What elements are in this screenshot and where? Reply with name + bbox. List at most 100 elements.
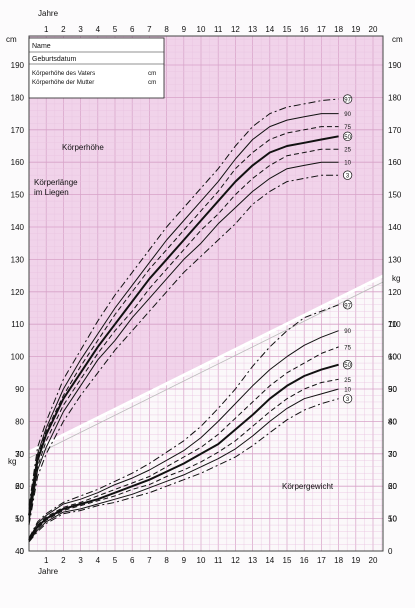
height-tick-label-left: 170 <box>11 126 25 135</box>
height-tick-label-left: 190 <box>11 61 25 70</box>
weight-region-label: Körpergewicht <box>282 482 334 491</box>
x-tick-label-bottom: 1 <box>44 556 49 565</box>
info-father-label: Körperhöhe des Vaters <box>32 70 95 77</box>
height-p50-badge <box>342 131 353 141</box>
weight-p50-line <box>28 363 339 541</box>
x-tick-label-bottom: 2 <box>61 556 66 565</box>
x-tick-label-top: 8 <box>164 25 169 34</box>
info-mother-label: Körperhöhe der Mutter <box>32 79 94 86</box>
weight-p90-label: 90 <box>344 329 351 335</box>
weight-p97-line <box>28 304 339 539</box>
weight-p50-label: 50 <box>344 363 351 369</box>
x-tick-label-bottom: 7 <box>147 556 152 565</box>
info-name-label: Name <box>32 43 51 50</box>
x-tick-label-bottom: 20 <box>369 556 378 565</box>
height-p97-badge <box>342 94 353 104</box>
plot-frame <box>28 35 384 552</box>
x-tick-label-top: 10 <box>197 25 206 34</box>
x-tick-label-top: 5 <box>113 25 118 34</box>
height-tick-label-left: 90 <box>15 385 24 394</box>
weight-p25-line <box>28 378 339 541</box>
x-tick-label-bottom: 6 <box>130 556 135 565</box>
height-tick-label-right: 70 <box>388 450 397 459</box>
height-p97-line <box>28 98 339 506</box>
x-tick-label-bottom: 14 <box>265 556 274 565</box>
height-tick-label-right: 160 <box>388 158 402 167</box>
height-tick-label-right: 130 <box>388 255 402 264</box>
x-tick-label-top: 14 <box>265 25 274 34</box>
height-tick-label-right: 80 <box>388 417 397 426</box>
weight-tick-label-right: 10 <box>388 515 397 524</box>
x-tick-label-bottom: 11 <box>214 556 223 565</box>
weight-p10-label: 10 <box>344 388 351 394</box>
x-tick-label-top: 20 <box>369 25 378 34</box>
info-mother-unit: cm <box>148 79 156 86</box>
x-tick-label-bottom: 17 <box>317 556 326 565</box>
height-p25-line <box>28 148 339 519</box>
height-tick-label-left: 40 <box>15 547 24 556</box>
x-tick-label-top: 7 <box>147 25 152 34</box>
height-tick-label-right: 190 <box>388 61 402 70</box>
weight-unit-left: kg <box>8 457 16 466</box>
height-p50-label: 50 <box>344 135 351 141</box>
weight-p97-badge <box>342 300 353 310</box>
height-tick-label-left: 110 <box>11 320 24 329</box>
weight-p3-badge <box>342 394 353 404</box>
height-p75-line <box>28 126 339 513</box>
weight-tick-label-right: 60 <box>388 353 397 362</box>
x-tick-label-bottom: 8 <box>164 556 169 565</box>
weight-p90-line <box>28 330 339 539</box>
x-tick-label-bottom: 3 <box>78 556 83 565</box>
height-tick-label-left: 130 <box>11 255 25 264</box>
lying-length-label-2: im Liegen <box>34 188 69 197</box>
weight-p75-line <box>28 346 339 540</box>
height-unit-left: cm <box>6 35 17 44</box>
lying-length-label-1: Körperlänge <box>34 178 78 187</box>
x-tick-label-bottom: 13 <box>248 556 257 565</box>
weight-tick-label-left: 20 <box>15 482 24 491</box>
weight-unit-right: kg <box>392 274 400 283</box>
x-tick-label-bottom: 15 <box>283 556 292 565</box>
height-tick-label-left: 60 <box>15 482 24 491</box>
x-tick-label-top: 12 <box>231 25 240 34</box>
height-tick-label-left: 120 <box>11 288 25 297</box>
x-tick-label-bottom: 5 <box>113 556 118 565</box>
height-tick-label-left: 160 <box>11 158 25 167</box>
x-tick-label-top: 15 <box>283 25 292 34</box>
height-tick-label-left: 50 <box>15 515 24 524</box>
weight-p50-badge <box>342 360 353 370</box>
height-p75-label: 75 <box>344 125 351 131</box>
height-tick-label-right: 140 <box>388 223 402 232</box>
weight-tick-label-right: 40 <box>388 417 397 426</box>
x-tick-label-top: 16 <box>300 25 309 34</box>
x-tick-label-top: 19 <box>351 25 360 34</box>
height-p3-badge <box>342 170 353 180</box>
x-axis-title-bottom: Jahre <box>38 567 59 576</box>
x-tick-label-top: 1 <box>44 25 49 34</box>
height-tick-label-right: 60 <box>388 482 397 491</box>
weight-tick-label-right: 50 <box>388 385 397 394</box>
weight-tick-label-right: 70 <box>388 320 397 329</box>
x-tick-label-top: 13 <box>248 25 257 34</box>
height-p50-line <box>28 135 339 516</box>
weight-tick-label-left: 30 <box>15 450 24 459</box>
height-tick-label-right: 120 <box>388 288 402 297</box>
weight-tick-label-left: 10 <box>15 515 24 524</box>
weight-tick-label-right: 30 <box>388 450 397 459</box>
height-tick-label-right: 50 <box>388 515 397 524</box>
height-p3-label: 3 <box>346 174 350 180</box>
height-tick-label-left: 180 <box>11 93 25 102</box>
height-tick-label-right: 150 <box>388 191 402 200</box>
x-tick-label-top: 6 <box>130 25 135 34</box>
weight-p10-line <box>28 388 339 542</box>
height-tick-label-right: 90 <box>388 385 397 394</box>
height-p10-label: 10 <box>344 161 351 167</box>
x-tick-label-top: 3 <box>78 25 83 34</box>
x-tick-label-top: 9 <box>182 25 187 34</box>
weight-tick-label-right: 20 <box>388 482 397 491</box>
height-tick-label-right: 100 <box>388 353 402 362</box>
height-tick-label-right: 110 <box>388 320 401 329</box>
x-tick-label-top: 18 <box>334 25 343 34</box>
weight-p25-label: 25 <box>344 378 351 384</box>
height-tick-label-left: 150 <box>11 191 25 200</box>
